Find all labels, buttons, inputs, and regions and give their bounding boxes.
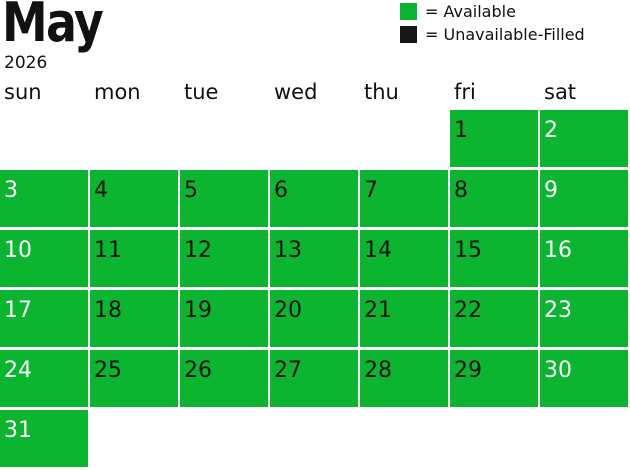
day-cell[interactable]: 13 <box>270 230 358 287</box>
day-number: 17 <box>4 298 32 323</box>
day-cell[interactable]: 22 <box>450 290 538 347</box>
day-cell[interactable]: 23 <box>540 290 628 347</box>
legend: = Available = Unavailable-Filled <box>400 0 585 46</box>
day-cell[interactable]: 1 <box>450 110 538 167</box>
day-number: 27 <box>274 358 302 383</box>
day-number: 31 <box>4 418 32 443</box>
day-cell[interactable]: 14 <box>360 230 448 287</box>
day-number: 20 <box>274 298 302 323</box>
day-cell[interactable]: 5 <box>180 170 268 227</box>
day-cell[interactable]: 25 <box>90 350 178 407</box>
day-number: 29 <box>454 358 482 383</box>
day-cell[interactable]: 6 <box>270 170 358 227</box>
day-number: 30 <box>544 358 572 383</box>
month-title: May <box>2 0 104 54</box>
day-number: 4 <box>94 178 108 203</box>
legend-available: = Available <box>400 0 585 23</box>
day-cell[interactable]: 28 <box>360 350 448 407</box>
day-cell[interactable]: 15 <box>450 230 538 287</box>
day-number: 21 <box>364 298 392 323</box>
unavailable-swatch-icon <box>400 26 417 43</box>
day-cell[interactable]: 29 <box>450 350 538 407</box>
day-number: 10 <box>4 238 32 263</box>
day-number: 28 <box>364 358 392 383</box>
day-number: 9 <box>544 178 558 203</box>
day-number: 5 <box>184 178 198 203</box>
day-cell[interactable]: 21 <box>360 290 448 347</box>
day-number: 24 <box>4 358 32 383</box>
day-cell[interactable]: 31 <box>0 410 88 467</box>
weekday-header-sat: sat <box>544 80 577 104</box>
weekday-header-mon: mon <box>94 80 141 104</box>
day-cell[interactable]: 26 <box>180 350 268 407</box>
day-cell[interactable]: 4 <box>90 170 178 227</box>
day-cell[interactable]: 8 <box>450 170 538 227</box>
day-cell[interactable]: 17 <box>0 290 88 347</box>
day-number: 14 <box>364 238 392 263</box>
day-cell[interactable]: 9 <box>540 170 628 227</box>
legend-unavailable: = Unavailable-Filled <box>400 23 585 46</box>
day-cell[interactable]: 16 <box>540 230 628 287</box>
day-cell[interactable]: 30 <box>540 350 628 407</box>
day-number: 23 <box>544 298 572 323</box>
day-number: 2 <box>544 118 558 143</box>
day-number: 18 <box>94 298 122 323</box>
day-number: 12 <box>184 238 212 263</box>
day-number: 16 <box>544 238 572 263</box>
weekday-header-thu: thu <box>364 80 399 104</box>
day-cell[interactable]: 2 <box>540 110 628 167</box>
day-cell[interactable]: 27 <box>270 350 358 407</box>
day-cell[interactable]: 19 <box>180 290 268 347</box>
weekday-header-tue: tue <box>184 80 219 104</box>
available-swatch-icon <box>400 3 417 20</box>
day-cell[interactable]: 3 <box>0 170 88 227</box>
weekday-header-sun: sun <box>4 80 42 104</box>
day-number: 1 <box>454 118 468 143</box>
day-number: 6 <box>274 178 288 203</box>
day-cell[interactable]: 10 <box>0 230 88 287</box>
day-number: 19 <box>184 298 212 323</box>
day-number: 15 <box>454 238 482 263</box>
day-cell[interactable]: 7 <box>360 170 448 227</box>
day-number: 8 <box>454 178 468 203</box>
day-number: 11 <box>94 238 122 263</box>
day-cell[interactable]: 20 <box>270 290 358 347</box>
weekday-header-fri: fri <box>454 80 476 104</box>
weekday-header-wed: wed <box>274 80 318 104</box>
day-cell[interactable]: 24 <box>0 350 88 407</box>
day-number: 26 <box>184 358 212 383</box>
day-number: 25 <box>94 358 122 383</box>
day-cell[interactable]: 11 <box>90 230 178 287</box>
day-cell[interactable]: 18 <box>90 290 178 347</box>
day-number: 7 <box>364 178 378 203</box>
year-label: 2026 <box>4 53 48 73</box>
day-number: 22 <box>454 298 482 323</box>
day-cell[interactable]: 12 <box>180 230 268 287</box>
day-number: 13 <box>274 238 302 263</box>
day-number: 3 <box>4 178 18 203</box>
legend-available-label: = Available <box>425 1 516 21</box>
legend-unavailable-label: = Unavailable-Filled <box>425 24 585 44</box>
